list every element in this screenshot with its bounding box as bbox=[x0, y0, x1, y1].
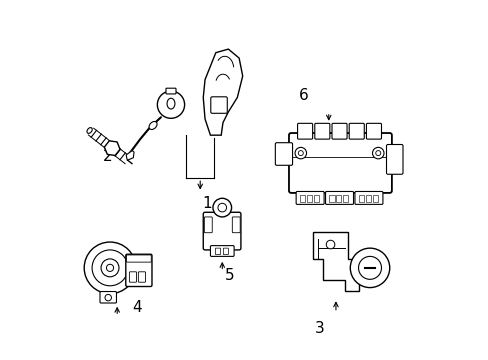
Circle shape bbox=[294, 147, 306, 159]
Circle shape bbox=[84, 242, 136, 294]
FancyBboxPatch shape bbox=[348, 123, 364, 139]
Text: 4: 4 bbox=[132, 300, 142, 315]
Bar bbox=[336, 195, 341, 202]
Text: 5: 5 bbox=[225, 267, 235, 283]
Circle shape bbox=[218, 203, 226, 212]
FancyBboxPatch shape bbox=[366, 123, 381, 139]
Circle shape bbox=[157, 91, 184, 118]
Circle shape bbox=[298, 150, 303, 156]
Polygon shape bbox=[126, 150, 134, 160]
FancyBboxPatch shape bbox=[223, 248, 228, 255]
Bar bbox=[365, 195, 370, 202]
FancyBboxPatch shape bbox=[204, 217, 212, 233]
Bar bbox=[313, 195, 318, 202]
Polygon shape bbox=[203, 49, 242, 135]
FancyBboxPatch shape bbox=[296, 192, 324, 204]
Bar bbox=[300, 195, 305, 202]
FancyBboxPatch shape bbox=[215, 248, 220, 255]
FancyBboxPatch shape bbox=[314, 123, 329, 139]
FancyBboxPatch shape bbox=[210, 97, 227, 113]
FancyBboxPatch shape bbox=[331, 123, 346, 139]
FancyBboxPatch shape bbox=[203, 212, 241, 250]
Circle shape bbox=[372, 147, 383, 159]
FancyBboxPatch shape bbox=[100, 292, 116, 303]
FancyBboxPatch shape bbox=[325, 192, 353, 204]
Polygon shape bbox=[312, 232, 359, 291]
Polygon shape bbox=[104, 141, 120, 156]
FancyBboxPatch shape bbox=[354, 192, 382, 204]
Ellipse shape bbox=[149, 121, 157, 130]
Circle shape bbox=[101, 259, 119, 277]
FancyBboxPatch shape bbox=[297, 123, 312, 139]
FancyBboxPatch shape bbox=[138, 272, 145, 282]
Bar bbox=[329, 195, 334, 202]
FancyBboxPatch shape bbox=[129, 272, 136, 282]
Text: 1: 1 bbox=[202, 196, 211, 211]
FancyBboxPatch shape bbox=[125, 254, 152, 287]
FancyBboxPatch shape bbox=[165, 88, 176, 94]
Circle shape bbox=[92, 250, 128, 286]
Ellipse shape bbox=[167, 98, 175, 109]
FancyBboxPatch shape bbox=[386, 144, 402, 174]
Text: 6: 6 bbox=[298, 88, 308, 103]
FancyBboxPatch shape bbox=[275, 143, 292, 165]
Circle shape bbox=[212, 198, 231, 217]
Circle shape bbox=[358, 256, 381, 279]
FancyBboxPatch shape bbox=[210, 246, 234, 256]
FancyBboxPatch shape bbox=[126, 255, 151, 262]
Bar bbox=[343, 195, 347, 202]
Circle shape bbox=[375, 150, 380, 156]
Text: 2: 2 bbox=[102, 149, 112, 164]
Ellipse shape bbox=[87, 127, 92, 133]
Circle shape bbox=[349, 248, 389, 288]
FancyBboxPatch shape bbox=[232, 217, 240, 233]
Circle shape bbox=[106, 264, 113, 271]
Bar bbox=[358, 195, 363, 202]
FancyBboxPatch shape bbox=[288, 133, 391, 193]
Bar bbox=[306, 195, 311, 202]
Circle shape bbox=[105, 294, 111, 301]
Circle shape bbox=[325, 240, 334, 249]
Bar bbox=[372, 195, 377, 202]
Text: 3: 3 bbox=[314, 321, 324, 336]
